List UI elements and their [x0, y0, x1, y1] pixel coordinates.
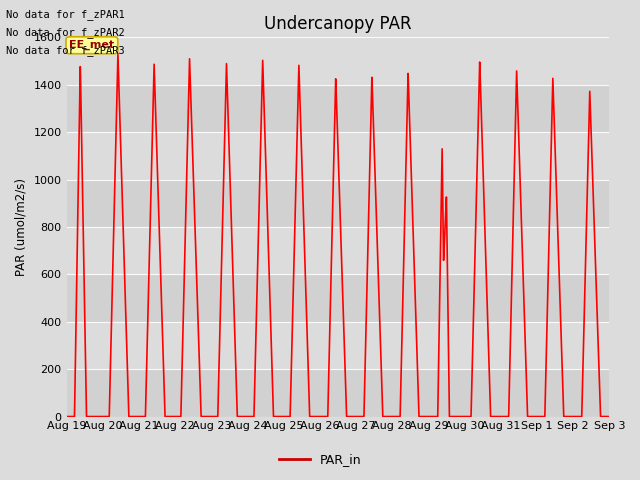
- Bar: [67, 275, 609, 322]
- Text: No data for f_zPAR1: No data for f_zPAR1: [6, 9, 125, 20]
- Title: Undercanopy PAR: Undercanopy PAR: [264, 15, 412, 33]
- Y-axis label: PAR (umol/m2/s): PAR (umol/m2/s): [15, 178, 28, 276]
- Text: No data for f_zPAR2: No data for f_zPAR2: [6, 27, 125, 38]
- Text: No data for f_zPAR3: No data for f_zPAR3: [6, 45, 125, 56]
- Bar: [67, 369, 609, 417]
- Bar: [67, 85, 609, 132]
- Text: EE_met: EE_met: [69, 40, 115, 50]
- Bar: [67, 180, 609, 227]
- Legend: PAR_in: PAR_in: [273, 448, 367, 471]
